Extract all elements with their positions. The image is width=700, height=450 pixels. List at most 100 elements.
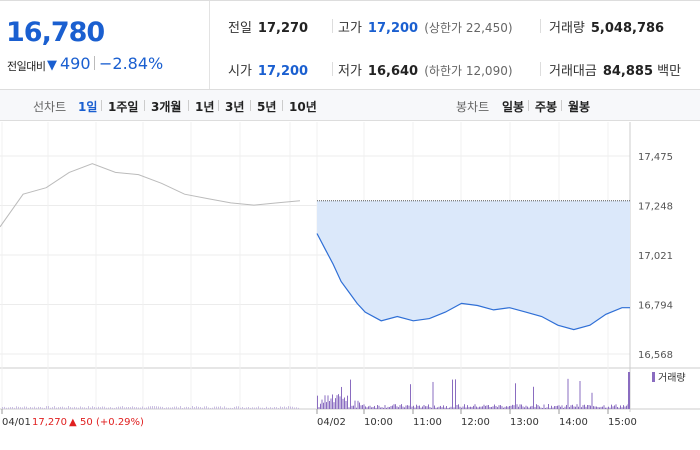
volume-bar: [365, 406, 366, 409]
volume-bar: [56, 407, 57, 409]
volume-bar: [624, 406, 626, 409]
volume-bar: [333, 402, 335, 409]
volume-bar: [44, 407, 45, 409]
volume-bar: [18, 406, 19, 409]
price-chart: 17,475 17,248 17,021 16,794 16,568 거래량 04/01…: [0, 122, 700, 428]
volume-bar: [527, 406, 528, 409]
volume-bar: [150, 406, 151, 409]
tab-1w[interactable]: 1주일: [108, 100, 139, 114]
volume-bar: [226, 407, 227, 409]
x-tick-label: 04/02: [317, 417, 346, 428]
volume-bar: [246, 407, 247, 409]
volume-bar: [489, 406, 491, 409]
volume-legend-swatch: [652, 372, 655, 382]
volume-bar: [572, 404, 573, 409]
volume-bar: [399, 405, 401, 409]
volume-bar: [336, 395, 338, 409]
tab-1y[interactable]: 1년: [195, 100, 215, 114]
volume-bar: [38, 406, 39, 409]
volume-bar: [545, 407, 546, 409]
volume-bar: [521, 404, 522, 409]
volume-bar: [42, 407, 43, 409]
tab-monthly[interactable]: 월봉: [568, 100, 591, 114]
volume-bar: [420, 407, 422, 409]
volume-bar: [204, 406, 205, 409]
volume-bar: [488, 405, 489, 409]
volume-bar: [515, 383, 516, 409]
prev-day-change: 50: [80, 417, 93, 428]
volume-bar: [214, 406, 215, 409]
volume-bar: [146, 407, 147, 409]
volume-bar: [136, 407, 137, 409]
volume-bar: [495, 406, 497, 409]
divider: [332, 62, 333, 76]
volume-bar: [587, 404, 588, 409]
volume-bar: [276, 407, 277, 409]
volume-bar: [603, 405, 605, 409]
y-tick-label: 17,248: [638, 202, 673, 213]
volume-bar: [386, 407, 387, 409]
volume-bar: [332, 394, 333, 409]
volume-bar: [576, 404, 578, 409]
volume-bar: [84, 407, 85, 409]
volume-bar: [569, 407, 570, 409]
volume-bar: [404, 407, 405, 409]
tab-5y[interactable]: 5년: [257, 100, 277, 114]
volume-bar: [602, 406, 603, 409]
volume-bar: [507, 406, 509, 409]
volume-bar: [72, 407, 73, 409]
volume-bar: [599, 407, 600, 409]
volume-bar: [341, 386, 342, 409]
volume-bar: [363, 404, 365, 409]
divider: [332, 19, 333, 33]
volume-bar: [348, 407, 350, 409]
volume-bar: [182, 407, 183, 409]
volume-bar: [190, 407, 191, 409]
volume-bar: [392, 405, 393, 409]
volume-bar: [426, 406, 428, 409]
prev-day-line: [0, 163, 301, 228]
prev-close: 전일 17,270: [228, 17, 308, 36]
volume-bar: [606, 407, 608, 409]
volume-bar: [114, 407, 115, 409]
volume-bar: [156, 406, 157, 409]
tab-3m[interactable]: 3개월: [151, 100, 182, 114]
volume-bar: [608, 406, 609, 409]
tab-10y[interactable]: 10년: [289, 100, 317, 114]
volume-bar: [2, 407, 3, 409]
volume-bar: [210, 407, 211, 409]
volume-bar: [453, 407, 455, 409]
volume-bar: [14, 407, 15, 409]
tab-daily[interactable]: 일봉: [502, 100, 525, 114]
volume-bar: [407, 405, 408, 409]
volume-bar: [354, 400, 356, 409]
volume-bar: [548, 404, 549, 409]
volume-bar: [612, 406, 614, 409]
volume-bar: [356, 407, 357, 409]
volume-bar: [118, 406, 119, 409]
volume-bar: [339, 396, 341, 409]
volume-bar: [324, 395, 326, 409]
volume-bar: [593, 406, 594, 409]
volume-bar: [184, 407, 185, 409]
volume-bar: [501, 406, 503, 409]
volume-bar: [34, 406, 35, 409]
volume-bar: [252, 407, 253, 409]
tab-3y[interactable]: 3년: [225, 100, 245, 114]
volume-bar: [216, 406, 217, 409]
volume-bar: [584, 404, 585, 409]
volume-bar: [455, 379, 456, 409]
volume-bar: [384, 405, 386, 409]
volume-bar: [503, 407, 504, 409]
volume-bar: [486, 405, 488, 409]
volume-bar: [498, 405, 500, 409]
tab-1d[interactable]: 1일: [78, 100, 98, 114]
volume-bar: [429, 407, 431, 409]
volume-bar: [168, 407, 169, 409]
volume-bar: [570, 405, 572, 409]
volume-bar: [264, 407, 265, 409]
divider: [540, 19, 541, 33]
volume-bar: [242, 407, 243, 409]
tab-weekly[interactable]: 주봉: [535, 100, 558, 114]
volume-bar: [320, 403, 321, 409]
